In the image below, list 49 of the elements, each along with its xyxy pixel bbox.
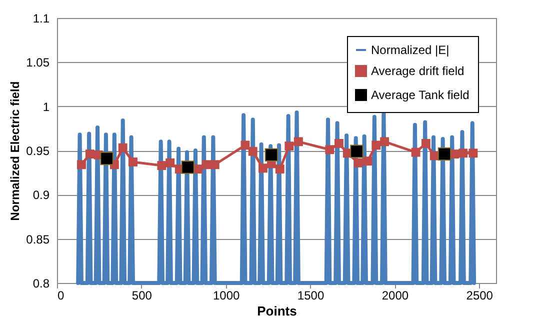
y-tick-label: 0.85 bbox=[26, 232, 50, 246]
y-tick-label: 1.1 bbox=[32, 12, 50, 26]
x-tick-label: 1500 bbox=[297, 288, 324, 302]
point bbox=[458, 148, 468, 158]
point bbox=[248, 146, 258, 156]
y-axis-title: Normalized Electric field bbox=[8, 81, 22, 221]
x-tick-label: 500 bbox=[132, 288, 152, 302]
point bbox=[430, 151, 439, 160]
point bbox=[77, 160, 86, 170]
point bbox=[468, 148, 478, 158]
point bbox=[284, 142, 294, 151]
point bbox=[258, 164, 268, 173]
point bbox=[421, 138, 430, 148]
x-tick-label: 2000 bbox=[382, 288, 409, 302]
x-tick-label: 0 bbox=[58, 288, 64, 302]
x-axis-title: Points bbox=[257, 304, 297, 318]
legend-label: Average Tank field bbox=[371, 88, 470, 102]
point bbox=[350, 144, 364, 158]
x-tick-label: 1000 bbox=[212, 288, 240, 302]
point bbox=[325, 145, 334, 154]
line-series bbox=[76, 110, 476, 285]
point bbox=[240, 140, 250, 150]
legend-label: Normalized |E| bbox=[371, 43, 450, 57]
point bbox=[275, 164, 284, 174]
y-tick-label: 0.8 bbox=[32, 276, 50, 290]
point bbox=[438, 147, 452, 161]
point bbox=[294, 137, 303, 146]
legend-label: Average drift field bbox=[371, 64, 464, 78]
x-tick-label: 2500 bbox=[466, 288, 494, 302]
y-tick-label: 0.9 bbox=[32, 188, 50, 202]
y-tick-label: 1 bbox=[42, 100, 50, 114]
point bbox=[363, 156, 372, 166]
point bbox=[202, 160, 211, 170]
point bbox=[118, 143, 128, 152]
point bbox=[181, 160, 194, 174]
y-tick-label: 1.05 bbox=[26, 56, 50, 70]
point bbox=[380, 137, 390, 146]
point bbox=[411, 148, 420, 157]
point bbox=[354, 158, 363, 168]
point bbox=[372, 140, 381, 150]
point bbox=[128, 158, 138, 166]
point bbox=[100, 152, 114, 166]
point bbox=[157, 161, 166, 170]
point bbox=[334, 138, 344, 148]
point bbox=[85, 150, 94, 159]
point bbox=[166, 158, 175, 168]
y-tick-label: 0.95 bbox=[26, 144, 50, 158]
point bbox=[210, 160, 220, 170]
point bbox=[264, 148, 278, 162]
